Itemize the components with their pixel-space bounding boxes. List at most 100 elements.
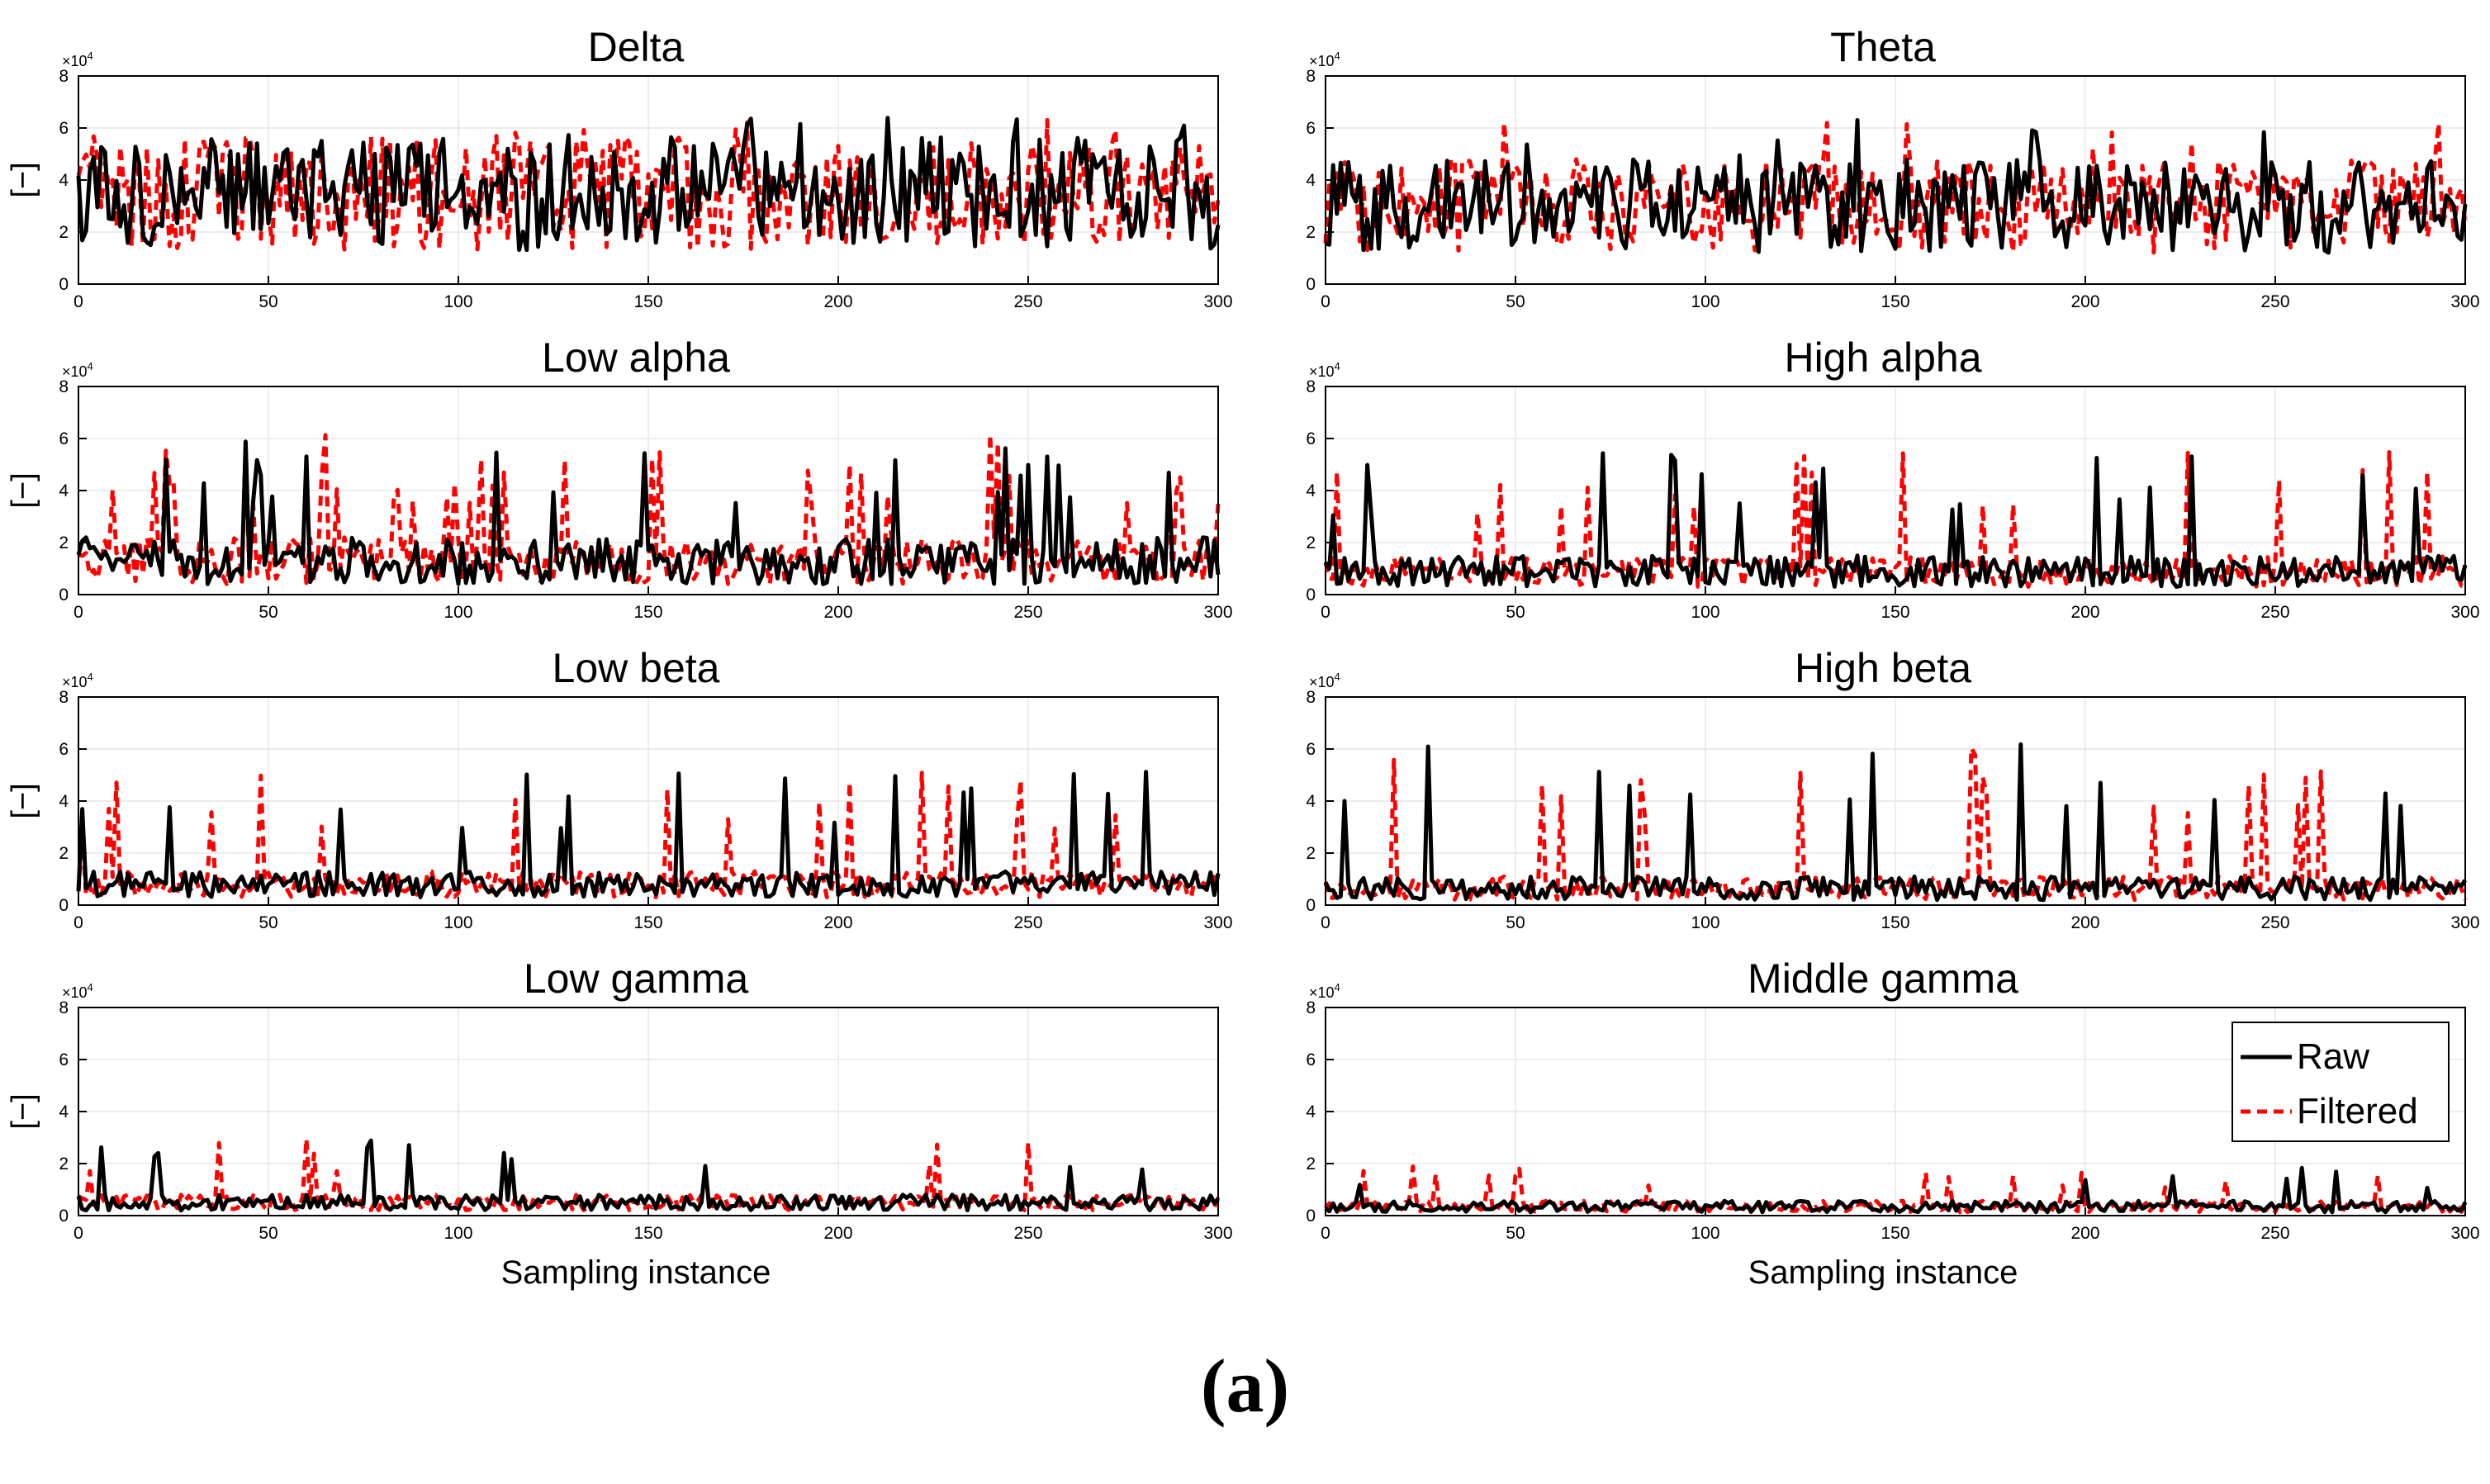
x-tick-label: 100 bbox=[443, 913, 472, 932]
series-line-filtered bbox=[76, 770, 1221, 899]
x-tick-label: 150 bbox=[633, 1224, 662, 1243]
x-tick-label: 100 bbox=[1691, 292, 1719, 311]
series-line-filtered bbox=[77, 1136, 1221, 1212]
y-axis-label: [−] bbox=[6, 1093, 40, 1129]
y-multiplier-exponent: 4 bbox=[88, 50, 93, 62]
panel-high-alpha: 0 50 100 150 200 250 300 0 2 4 6 8×104 High alpha bbox=[1306, 334, 2479, 622]
y-tick-label: 8 bbox=[1306, 998, 1316, 1017]
y-axis-label: [−] bbox=[6, 783, 40, 818]
y-tick-label: 6 bbox=[59, 1050, 69, 1069]
y-tick-label: 4 bbox=[59, 481, 69, 500]
series-line-raw bbox=[1323, 451, 2468, 589]
y-tick-label: 8 bbox=[59, 377, 69, 396]
x-tick-label: 250 bbox=[1013, 1224, 1042, 1243]
panel-middle-gamma: 0 50 100 150 200 250 300 0 2 4 6 8×104 Middle gamma S… bbox=[1306, 955, 2479, 1291]
x-tick-label: 0 bbox=[1321, 913, 1330, 932]
series-line-raw bbox=[76, 439, 1221, 586]
x-tick-label: 0 bbox=[74, 603, 83, 622]
x-tick-label: 250 bbox=[2260, 603, 2289, 622]
x-tick-label: 250 bbox=[2260, 292, 2289, 311]
y-tick-label: 4 bbox=[1306, 1102, 1316, 1121]
x-tick-label: 300 bbox=[2450, 603, 2479, 622]
y-tick-label: 0 bbox=[59, 586, 69, 605]
x-tick-label: 100 bbox=[443, 603, 472, 622]
series-line-filtered bbox=[1323, 450, 2466, 589]
x-tick-label: 200 bbox=[823, 1224, 852, 1243]
y-tick-label: 8 bbox=[1306, 688, 1316, 707]
y-multiplier: ×104 bbox=[1309, 981, 1340, 1001]
panel-low-alpha: 0 50 100 150 200 250 300 0 2 4 6 8×104 [−] Low alpha bbox=[6, 334, 1233, 622]
y-multiplier-exponent: 4 bbox=[1335, 981, 1340, 993]
x-tick-label: 200 bbox=[2070, 1224, 2099, 1243]
x-tick-label: 150 bbox=[1881, 913, 1909, 932]
panel-delta: 0 50 100 150 200 250 300 0 2 4 6 8×104 [−] Delta bbox=[6, 24, 1233, 311]
x-tick-label: 200 bbox=[823, 913, 852, 932]
y-multiplier-exponent: 4 bbox=[1335, 671, 1340, 683]
x-tick-label: 50 bbox=[258, 1224, 277, 1243]
x-tick-label: 250 bbox=[2260, 913, 2289, 932]
x-tick-label: 250 bbox=[2260, 1224, 2289, 1243]
legend-box bbox=[2232, 1022, 2450, 1142]
y-axis-label: [−] bbox=[6, 162, 40, 197]
x-tick-label: 50 bbox=[1506, 1224, 1525, 1243]
y-tick-label: 4 bbox=[1306, 171, 1316, 190]
x-tick-label: 150 bbox=[633, 292, 662, 311]
x-tick-label: 250 bbox=[1013, 292, 1042, 311]
y-tick-label: 0 bbox=[1306, 586, 1316, 605]
x-tick-label: 300 bbox=[1203, 603, 1232, 622]
y-multiplier: ×104 bbox=[62, 360, 93, 380]
x-tick-label: 300 bbox=[2450, 913, 2479, 932]
y-tick-label: 4 bbox=[59, 1102, 69, 1121]
y-tick-label: 4 bbox=[59, 792, 69, 811]
y-tick-label: 6 bbox=[59, 740, 69, 759]
y-tick-label: 2 bbox=[59, 1154, 69, 1173]
y-tick-label: 8 bbox=[59, 67, 69, 86]
x-tick-label: 200 bbox=[823, 603, 852, 622]
x-axis-label: Sampling instance bbox=[1748, 1254, 2018, 1291]
y-multiplier-exponent: 4 bbox=[88, 360, 93, 372]
y-tick-label: 8 bbox=[59, 998, 69, 1017]
x-tick-label: 100 bbox=[1691, 603, 1719, 622]
y-tick-label: 2 bbox=[1306, 844, 1316, 863]
series-line-raw bbox=[76, 116, 1221, 253]
panel-title: Middle gamma bbox=[1748, 955, 2018, 1002]
x-tick-label: 200 bbox=[2070, 913, 2099, 932]
x-tick-label: 50 bbox=[258, 603, 277, 622]
y-multiplier: ×104 bbox=[62, 671, 93, 690]
x-axis-label: Sampling instance bbox=[501, 1254, 771, 1291]
legend-label-raw: Raw bbox=[2297, 1036, 2369, 1077]
x-tick-label: 0 bbox=[74, 913, 83, 932]
x-tick-label: 0 bbox=[1321, 1224, 1330, 1243]
y-multiplier: ×104 bbox=[1309, 50, 1340, 69]
y-multiplier: ×104 bbox=[62, 981, 93, 1001]
y-tick-label: 0 bbox=[59, 896, 69, 915]
panel-title: Low alpha bbox=[542, 334, 730, 381]
series-line-raw bbox=[76, 1138, 1220, 1213]
x-tick-label: 100 bbox=[1691, 1224, 1719, 1243]
panel-title: High alpha bbox=[1784, 334, 1981, 381]
x-tick-label: 250 bbox=[1013, 913, 1042, 932]
y-tick-label: 2 bbox=[1306, 533, 1316, 552]
x-tick-label: 150 bbox=[1881, 292, 1909, 311]
x-tick-label: 300 bbox=[2450, 292, 2479, 311]
y-tick-label: 6 bbox=[59, 119, 69, 138]
y-tick-label: 0 bbox=[1306, 1207, 1316, 1226]
y-tick-label: 0 bbox=[59, 1207, 69, 1226]
y-tick-label: 2 bbox=[1306, 223, 1316, 242]
x-tick-label: 50 bbox=[258, 913, 277, 932]
y-tick-label: 0 bbox=[59, 275, 69, 294]
x-tick-label: 200 bbox=[2070, 292, 2099, 311]
y-tick-label: 8 bbox=[1306, 377, 1316, 396]
figure-caption: (a) bbox=[1200, 1344, 1290, 1428]
panel-title: Low beta bbox=[553, 645, 720, 691]
panel-title: High beta bbox=[1795, 645, 1971, 691]
panel-title: Delta bbox=[588, 24, 685, 70]
x-tick-label: 200 bbox=[2070, 603, 2099, 622]
panel-low-beta: 0 50 100 150 200 250 300 0 2 4 6 8×104 [−] Low beta bbox=[6, 645, 1233, 932]
y-tick-label: 4 bbox=[1306, 481, 1316, 500]
y-tick-label: 2 bbox=[1306, 1154, 1316, 1173]
y-tick-label: 2 bbox=[59, 533, 69, 552]
panel-theta: 0 50 100 150 200 250 300 0 2 4 6 8×104 Theta bbox=[1306, 24, 2479, 311]
panel-high-beta: 0 50 100 150 200 250 300 0 2 4 6 8×104 High beta bbox=[1306, 645, 2479, 932]
